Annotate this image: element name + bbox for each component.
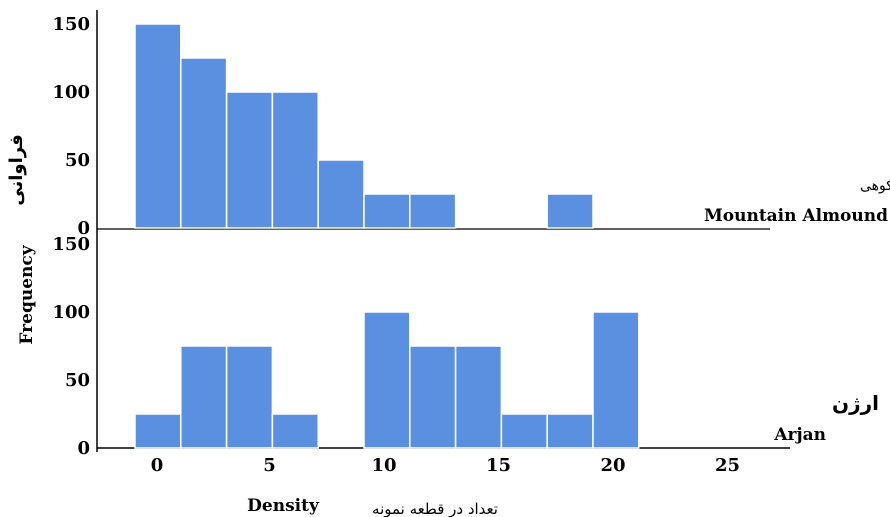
histogram-bar — [317, 159, 365, 229]
histogram-bar — [592, 311, 640, 449]
histogram-bar — [500, 413, 548, 449]
y-tick-label: 50 — [65, 370, 90, 391]
histogram-bar — [225, 91, 274, 229]
x-tick-label: 20 — [600, 455, 625, 476]
y-tick-label: 100 — [52, 302, 90, 323]
histogram-bar — [363, 193, 411, 229]
y-tick-label: 50 — [65, 150, 90, 171]
histogram-bar — [271, 91, 319, 229]
histogram-bar — [271, 413, 319, 449]
histogram-bar — [409, 193, 457, 229]
panel-label-arjan: Arjan — [773, 425, 826, 445]
y-tick-label: 150 — [52, 234, 90, 255]
y-tick-label: 0 — [77, 218, 90, 239]
panel-label-mountain-almound: Mountain Almound — [704, 206, 888, 226]
histogram-bar — [546, 193, 594, 229]
panel-label-fa-arjan: ارژن — [832, 391, 879, 415]
histogram-bar — [134, 23, 182, 229]
x-tick-label: 10 — [371, 455, 396, 476]
x-tick-label: 15 — [486, 455, 511, 476]
panel-arjan — [134, 311, 640, 449]
y-axis-label: Frequency — [17, 244, 37, 344]
histogram-bar — [180, 57, 228, 229]
y-axis-label-fa: فراوانی — [6, 134, 27, 205]
x-tick-label: 5 — [263, 455, 276, 476]
y-tick-label: 100 — [52, 82, 90, 103]
histogram-bar — [546, 413, 594, 449]
histogram-bar — [409, 345, 457, 449]
panel-label-fa-mountain-almound: بادام کوهی — [860, 178, 890, 194]
histogram-bar — [134, 413, 182, 449]
x-axis-label-fa: تعداد در قطعه نمونه — [372, 500, 498, 517]
histogram-bar — [363, 311, 411, 449]
x-axis-label: Density — [247, 496, 320, 516]
x-tick-label: 0 — [151, 455, 164, 476]
histogram-bar — [225, 345, 274, 449]
histogram-bar — [180, 345, 228, 449]
histogram-bar — [454, 345, 503, 449]
panel-mountain-almound — [134, 23, 594, 229]
y-tick-label: 150 — [52, 14, 90, 35]
x-tick-label: 25 — [715, 455, 740, 476]
y-tick-label: 0 — [77, 438, 90, 459]
